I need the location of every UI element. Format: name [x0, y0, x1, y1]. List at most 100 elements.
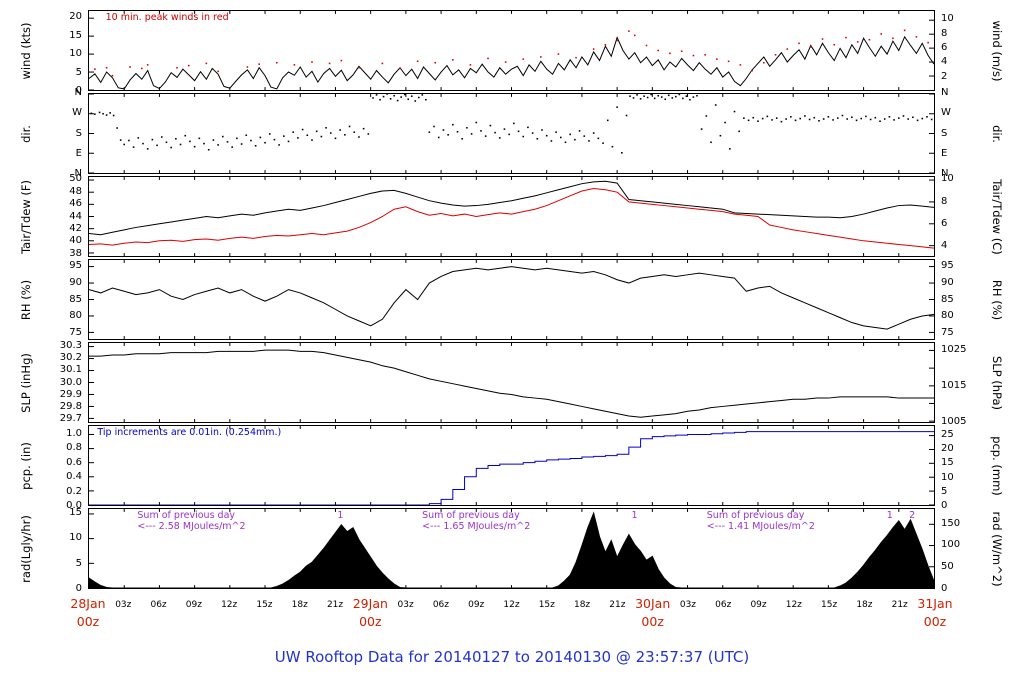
xaxis-hour: 09z — [468, 600, 485, 610]
series-tdew — [89, 189, 934, 249]
axis-label-right-tair-tdew: Tair/Tdew (C) — [990, 178, 1004, 255]
ytick-left-dir: S — [75, 127, 82, 139]
ytick-left-slp: 29.9 — [59, 388, 82, 400]
ytick-right-rh: 75 — [941, 327, 954, 339]
ytick-left-wind: 0 — [75, 85, 82, 96]
ytick-left-rad: 10 — [69, 532, 82, 544]
ytick-left-pcp: 0.6 — [66, 456, 82, 468]
ytick-left-dir: E — [75, 147, 82, 159]
ytick-right-pcp: 25 — [941, 428, 954, 440]
ytick-right-pcp: 0 — [941, 500, 948, 511]
axis-label-right-slp: SLP (hPa) — [990, 355, 1004, 410]
panel-rh — [88, 259, 935, 340]
ytick-left-rh: 75 — [69, 327, 82, 339]
ytick-right-wind: 4 — [941, 56, 948, 68]
ytick-right-rad: 150 — [941, 517, 961, 529]
xaxis-hour: 03z — [397, 600, 414, 610]
ytick-left-tair-tdew: 40 — [69, 235, 82, 247]
ytick-left-rh: 90 — [69, 276, 82, 288]
ytick-right-rh: 80 — [941, 310, 954, 322]
panel-wind — [88, 10, 935, 91]
ytick-right-dir: S — [941, 127, 948, 139]
annotation-rad-6: 2 — [909, 510, 916, 521]
panel-slp — [88, 342, 935, 423]
xaxis-hour: 15z — [538, 600, 555, 610]
xaxis-hour: 09z — [185, 600, 202, 610]
ytick-left-slp: 30.2 — [59, 351, 82, 363]
ytick-right-pcp: 20 — [941, 443, 954, 455]
ytick-right-rh: 95 — [941, 259, 954, 271]
ytick-left-slp: 30.1 — [59, 364, 82, 376]
ytick-left-tair-tdew: 44 — [69, 210, 82, 222]
xaxis-date-hour: 00z — [76, 614, 100, 629]
ytick-left-dir: W — [72, 107, 82, 119]
xaxis-hour: 21z — [326, 600, 344, 610]
xaxis-date-hour: 00z — [359, 614, 382, 629]
annotation-rad-3: 1 — [337, 510, 344, 521]
xaxis-date-hour: 00z — [923, 614, 947, 629]
ytick-left-tair-tdew: 42 — [69, 222, 82, 234]
xaxis-hour: 12z — [221, 600, 238, 610]
axis-label-right-wind: wind (m/s) — [990, 20, 1004, 81]
ytick-left-rad: 5 — [75, 557, 82, 569]
series-sea-level-pressure — [89, 350, 934, 417]
annotation-rad-4: 1 — [631, 510, 638, 521]
ytick-left-wind: 5 — [75, 66, 82, 78]
ytick-left-wind: 10 — [69, 48, 82, 60]
ytick-right-wind: 2 — [941, 70, 948, 82]
ytick-left-dir: N — [74, 168, 82, 179]
plot-rh — [89, 260, 934, 339]
ytick-right-tair-tdew: 10 — [941, 173, 954, 185]
ytick-left-slp: 29.7 — [59, 413, 82, 425]
ytick-right-rh: 85 — [941, 293, 954, 305]
ytick-right-tair-tdew: 4 — [941, 240, 948, 252]
ytick-left-rh: 95 — [69, 259, 82, 271]
ytick-right-rad: 0 — [941, 583, 948, 594]
xaxis-hour: 18z — [856, 600, 873, 610]
xaxis-hour: 15z — [256, 600, 273, 610]
axis-label-left-rad: rad(Lgly/hr) — [19, 514, 33, 583]
chart-title: UW Rooftop Data for 20140127 to 20140130… — [274, 648, 750, 666]
ytick-left-rad: 0 — [75, 583, 82, 594]
annotation-pcp-0: Tip increments are 0.01in. (0.254mm.) — [97, 427, 282, 438]
ytick-right-tair-tdew: 6 — [941, 217, 948, 229]
ytick-right-tair-tdew: 8 — [941, 195, 948, 207]
series-precipitation-accum — [89, 432, 934, 505]
xaxis-hour: 06z — [432, 600, 449, 610]
ytick-right-rh: 90 — [941, 276, 954, 288]
axis-label-right-rh: RH (%) — [990, 279, 1004, 320]
ytick-left-rh: 80 — [69, 310, 82, 322]
ytick-right-slp: 1005 — [941, 416, 967, 428]
ytick-right-dir: N — [941, 168, 949, 179]
xaxis-hour: 06z — [150, 600, 167, 610]
panel-tair-tdew — [88, 176, 935, 257]
xaxis-hour: 06z — [715, 600, 732, 610]
xaxis-date: 30Jan — [635, 596, 671, 611]
axis-label-left-wind: wind (kts) — [19, 22, 33, 79]
axis-label-left-pcp: pcp. (in) — [19, 441, 33, 490]
xaxis-date: 28Jan — [70, 596, 106, 611]
ytick-left-pcp: 0.8 — [66, 442, 82, 454]
xaxis-hour: 15z — [821, 600, 838, 610]
ytick-left-tair-tdew: 50 — [69, 173, 82, 185]
axis-label-left-dir: dir. — [19, 124, 33, 143]
ytick-left-slp: 29.8 — [59, 401, 82, 413]
ytick-left-tair-tdew: 46 — [69, 198, 82, 210]
ytick-left-pcp: 1.0 — [66, 427, 82, 439]
ytick-right-wind: 8 — [941, 27, 948, 39]
annotation-rad-2: Sum of previous day <--- 1.41 MJoules/m^2 — [706, 510, 815, 532]
axis-label-right-rad: rad (W/m^2) — [990, 510, 1004, 587]
ytick-right-rad: 50 — [941, 561, 954, 573]
series-wind-10min-avg — [89, 37, 934, 89]
xaxis-hour: 21z — [891, 600, 908, 610]
ytick-left-pcp: 0.4 — [66, 471, 82, 483]
ytick-left-dir: N — [74, 87, 82, 98]
axis-label-right-pcp: pcp. (mm) — [990, 435, 1004, 496]
xaxis-hour: 12z — [785, 600, 802, 610]
plot-slp — [89, 343, 934, 422]
ytick-right-rad: 100 — [941, 539, 961, 551]
axis-label-left-tair-tdew: Tair/Tdew (F) — [19, 179, 33, 254]
ytick-right-pcp: 15 — [941, 457, 954, 469]
xaxis-date: 31Jan — [917, 596, 953, 611]
